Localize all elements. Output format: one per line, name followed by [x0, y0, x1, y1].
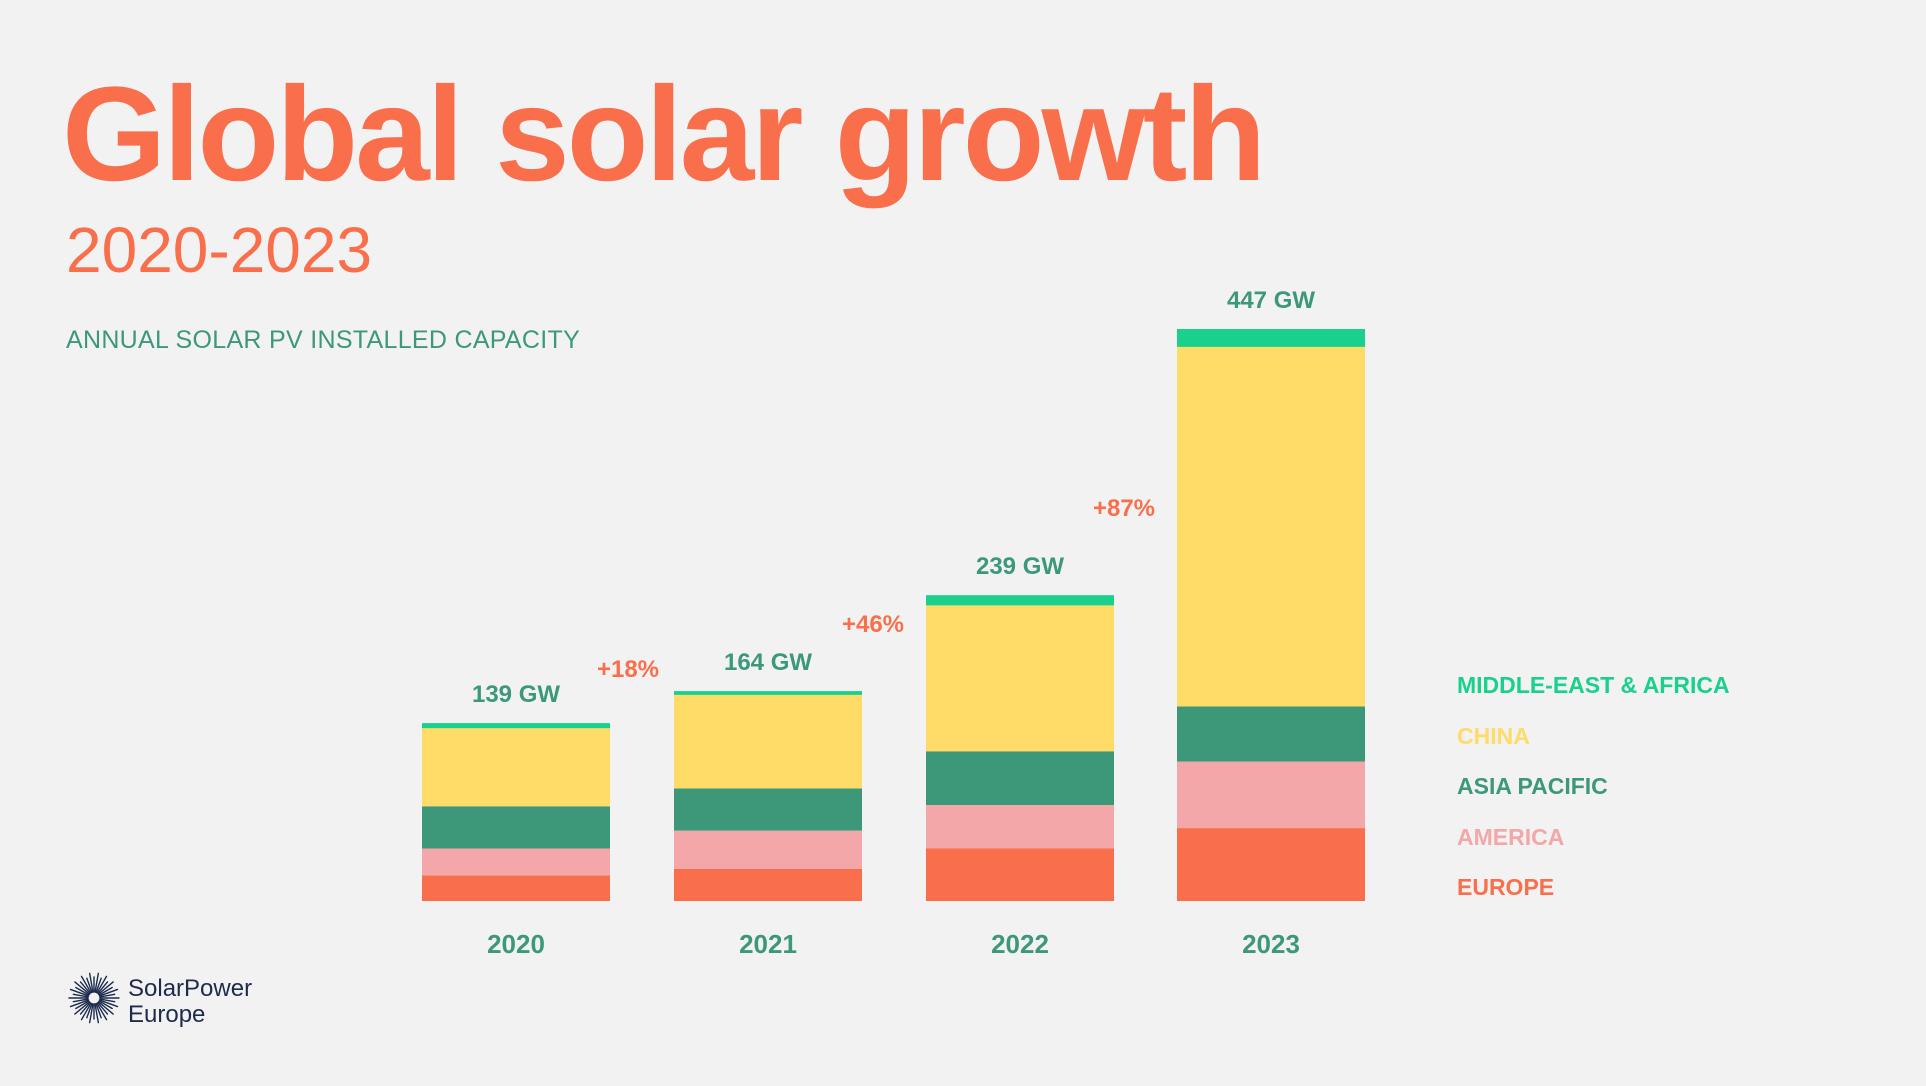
sunburst-ray: [98, 1000, 113, 1010]
x-tick-label-2023: 2023: [1242, 929, 1300, 959]
bar-segment-2022-europe: [926, 848, 1114, 901]
page-subtitle: 2020-2023: [66, 214, 373, 286]
bar-segment-2020-america: [422, 848, 610, 876]
legend-item-china: CHINA: [1457, 722, 1530, 749]
sunburst-ray: [98, 986, 113, 996]
bar-segment-2022-china: [926, 605, 1114, 752]
sunburst-ray: [98, 988, 119, 997]
sunburst-ray: [86, 1002, 93, 1019]
bar-segment-2022-america: [926, 805, 1114, 849]
sunburst-ray: [99, 993, 116, 998]
sunburst-ray: [94, 972, 100, 993]
sunburst-ray: [80, 1002, 92, 1021]
sunburst-ray: [75, 986, 90, 996]
sunburst-ray: [96, 1002, 108, 1021]
bar-segment-2023-middle-east-africa: [1177, 329, 1365, 347]
sunburst-icon: [68, 972, 120, 1024]
bar-segment-2023-america: [1177, 761, 1365, 828]
bar-segment-2021-asia-pacific: [674, 788, 862, 831]
sunburst-ray: [97, 981, 109, 995]
total-label-2023: 447 GW: [1227, 287, 1315, 314]
total-label-2020: 139 GW: [472, 681, 560, 708]
sunburst-ray: [94, 1003, 100, 1024]
bar-segment-2021-china: [674, 695, 862, 789]
x-tick-label-2020: 2020: [487, 929, 545, 959]
x-tick-label-2021: 2021: [739, 929, 797, 959]
sunburst-ray: [97, 1001, 114, 1015]
bar-segment-2021-middle-east-africa: [674, 691, 862, 695]
total-label-2021: 164 GW: [724, 649, 812, 676]
sunburst-ray: [79, 981, 91, 995]
sunburst-ray: [88, 1003, 94, 1024]
sunburst-ray: [72, 993, 89, 998]
growth-label-3: +87%: [1093, 495, 1155, 522]
sunburst-ray: [74, 981, 91, 995]
bar-segment-2022-asia-pacific: [926, 751, 1114, 805]
bar-segment-2023-china: [1177, 346, 1365, 707]
sunburst-ray: [99, 998, 116, 1003]
sunburst-ray: [72, 998, 89, 1003]
bar-segment-2020-middle-east-africa: [422, 723, 610, 729]
logo-line2: Europe: [128, 1001, 206, 1028]
bar-segment-2020-asia-pacific: [422, 806, 610, 849]
bar-segment-2021-europe: [674, 869, 862, 901]
sunburst-ray: [97, 1001, 109, 1015]
sunburst-ray: [98, 999, 119, 1008]
bar-segment-2022-middle-east-africa: [926, 595, 1114, 606]
logo-line1: SolarPower: [128, 975, 253, 1002]
total-label-2022: 239 GW: [976, 553, 1064, 580]
growth-label-1: +18%: [597, 656, 659, 683]
sunburst-ray: [79, 1001, 91, 1015]
sunburst-ray: [95, 1002, 102, 1019]
sunburst-ray: [74, 1001, 91, 1015]
sunburst-ray: [69, 988, 90, 997]
bar-segment-2020-europe: [422, 875, 610, 901]
legend-item-middle-east-africa: MIDDLE-EAST & AFRICA: [1457, 672, 1730, 698]
growth-label-2: +46%: [842, 611, 904, 638]
solarpower-europe-logo: SolarPower Europe: [68, 970, 288, 1030]
sunburst-ray: [97, 981, 114, 995]
legend-item-asia-pacific: ASIA PACIFIC: [1457, 773, 1608, 799]
bar-segment-2023-europe: [1177, 828, 1365, 901]
sunburst-ray: [88, 972, 94, 993]
x-tick-label-2022: 2022: [991, 929, 1049, 959]
sunburst-ray: [75, 1000, 90, 1010]
legend-item-europe: EUROPE: [1457, 874, 1555, 900]
sunburst-ray: [95, 977, 102, 994]
sunburst-ray: [69, 999, 90, 1008]
legend-item-america: AMERICA: [1457, 823, 1565, 850]
bar-segment-2021-america: [674, 830, 862, 869]
chart-caption: ANNUAL SOLAR PV INSTALLED CAPACITY: [66, 326, 581, 354]
bar-segment-2020-china: [422, 728, 610, 807]
sunburst-ray: [80, 975, 92, 994]
sunburst-ray: [96, 975, 108, 994]
sunburst-ray: [86, 977, 93, 994]
page-title: Global solar growth: [62, 60, 1266, 209]
bar-segment-2023-asia-pacific: [1177, 706, 1365, 762]
